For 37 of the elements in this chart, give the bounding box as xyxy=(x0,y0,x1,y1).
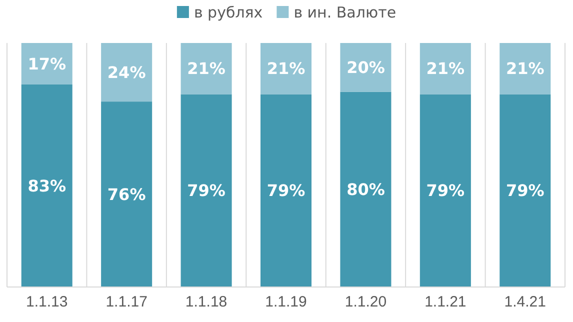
data-label: 79% xyxy=(266,181,306,200)
bar xyxy=(101,102,152,287)
bar xyxy=(180,43,232,94)
data-label: 79% xyxy=(426,181,465,200)
data-label: 17% xyxy=(28,54,66,74)
bar xyxy=(260,43,312,94)
x-tick-label: 1.1.13 xyxy=(26,294,68,310)
bar xyxy=(260,94,312,287)
data-label: 76% xyxy=(107,184,146,204)
legend-label: в ин. Валюте xyxy=(294,3,396,22)
data-label: 24% xyxy=(107,62,146,82)
x-tick-label: 1.4.21 xyxy=(504,294,546,310)
x-tick-label: 1.1.19 xyxy=(265,294,307,310)
bar xyxy=(21,84,72,287)
x-tick-label: 1.1.17 xyxy=(106,294,148,310)
bar xyxy=(420,43,471,94)
bar xyxy=(420,94,471,287)
data-label: 21% xyxy=(266,59,306,78)
data-label: 21% xyxy=(426,59,465,78)
data-label: 79% xyxy=(506,181,544,200)
data-label: 21% xyxy=(506,59,544,78)
bar xyxy=(500,94,551,287)
data-label: 79% xyxy=(187,181,226,200)
bar xyxy=(500,43,551,94)
x-tick-label: 1.1.21 xyxy=(424,294,466,310)
x-tick-label: 1.1.20 xyxy=(344,294,387,310)
bar xyxy=(101,43,152,102)
bar xyxy=(340,43,392,92)
bar xyxy=(21,43,72,84)
data-label: 20% xyxy=(346,58,385,77)
data-label: 83% xyxy=(28,176,66,196)
bar xyxy=(340,92,392,287)
data-label: 80% xyxy=(346,180,385,199)
data-label: 21% xyxy=(187,59,226,78)
x-tick-label: 1.1.18 xyxy=(185,294,228,310)
legend-label: в рублях xyxy=(194,3,263,22)
bar xyxy=(180,94,232,287)
